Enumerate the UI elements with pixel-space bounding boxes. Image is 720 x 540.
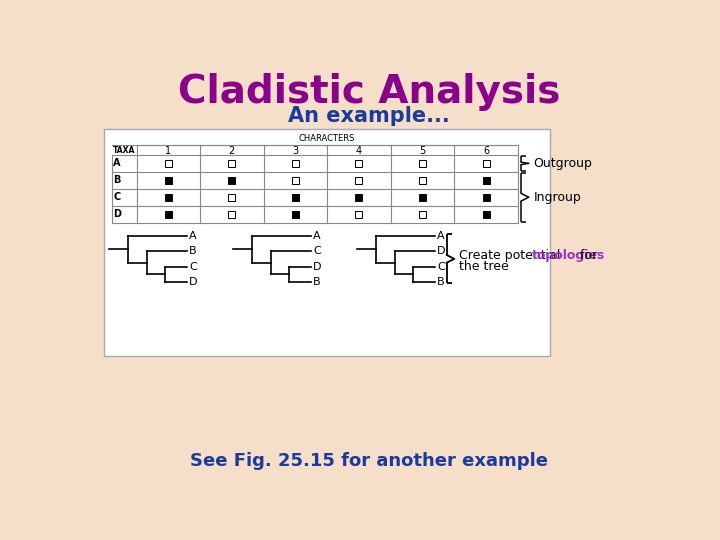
- Text: B: B: [437, 277, 445, 287]
- Bar: [356, 194, 362, 201]
- Text: D: D: [313, 261, 322, 272]
- Text: 6: 6: [483, 146, 489, 157]
- Text: D: D: [113, 209, 121, 219]
- Text: CHARACTERS: CHARACTERS: [299, 134, 356, 143]
- Text: A: A: [437, 231, 445, 241]
- Text: D: D: [189, 277, 198, 287]
- Text: An example...: An example...: [288, 106, 450, 126]
- Text: Ingroup: Ingroup: [534, 191, 581, 204]
- Text: D: D: [437, 246, 446, 256]
- Bar: [419, 177, 426, 184]
- Bar: [228, 160, 235, 167]
- FancyBboxPatch shape: [104, 129, 549, 356]
- Text: Outgroup: Outgroup: [534, 157, 592, 170]
- Text: A: A: [189, 231, 197, 241]
- Bar: [165, 194, 172, 201]
- Text: TAXA: TAXA: [113, 146, 135, 156]
- Bar: [419, 160, 426, 167]
- Bar: [228, 177, 235, 184]
- Text: Cladistic Analysis: Cladistic Analysis: [178, 73, 560, 111]
- Bar: [165, 211, 172, 218]
- Bar: [292, 194, 299, 201]
- Text: 4: 4: [356, 146, 362, 157]
- Bar: [292, 177, 299, 184]
- Bar: [482, 211, 490, 218]
- Text: 1: 1: [165, 146, 171, 157]
- Bar: [356, 160, 362, 167]
- Bar: [292, 211, 299, 218]
- Text: 5: 5: [419, 146, 426, 157]
- Bar: [228, 194, 235, 201]
- Text: C: C: [313, 246, 321, 256]
- Text: for: for: [576, 249, 597, 262]
- Bar: [165, 177, 172, 184]
- Bar: [419, 211, 426, 218]
- Bar: [482, 194, 490, 201]
- Bar: [356, 211, 362, 218]
- Text: B: B: [313, 277, 321, 287]
- Text: C: C: [113, 192, 120, 202]
- Bar: [165, 160, 172, 167]
- Text: topologies: topologies: [532, 249, 605, 262]
- Text: A: A: [313, 231, 321, 241]
- Text: 2: 2: [229, 146, 235, 157]
- Bar: [292, 160, 299, 167]
- Text: B: B: [189, 246, 197, 256]
- Bar: [419, 194, 426, 201]
- Text: A: A: [113, 158, 121, 168]
- Text: B: B: [113, 176, 121, 185]
- Text: the tree: the tree: [459, 260, 508, 273]
- Bar: [482, 160, 490, 167]
- Text: 3: 3: [292, 146, 298, 157]
- Text: Create potential: Create potential: [459, 249, 564, 262]
- Text: See Fig. 25.15 for another example: See Fig. 25.15 for another example: [190, 453, 548, 470]
- Bar: [228, 211, 235, 218]
- Text: C: C: [437, 261, 445, 272]
- Bar: [482, 177, 490, 184]
- Bar: [356, 177, 362, 184]
- Text: C: C: [189, 261, 197, 272]
